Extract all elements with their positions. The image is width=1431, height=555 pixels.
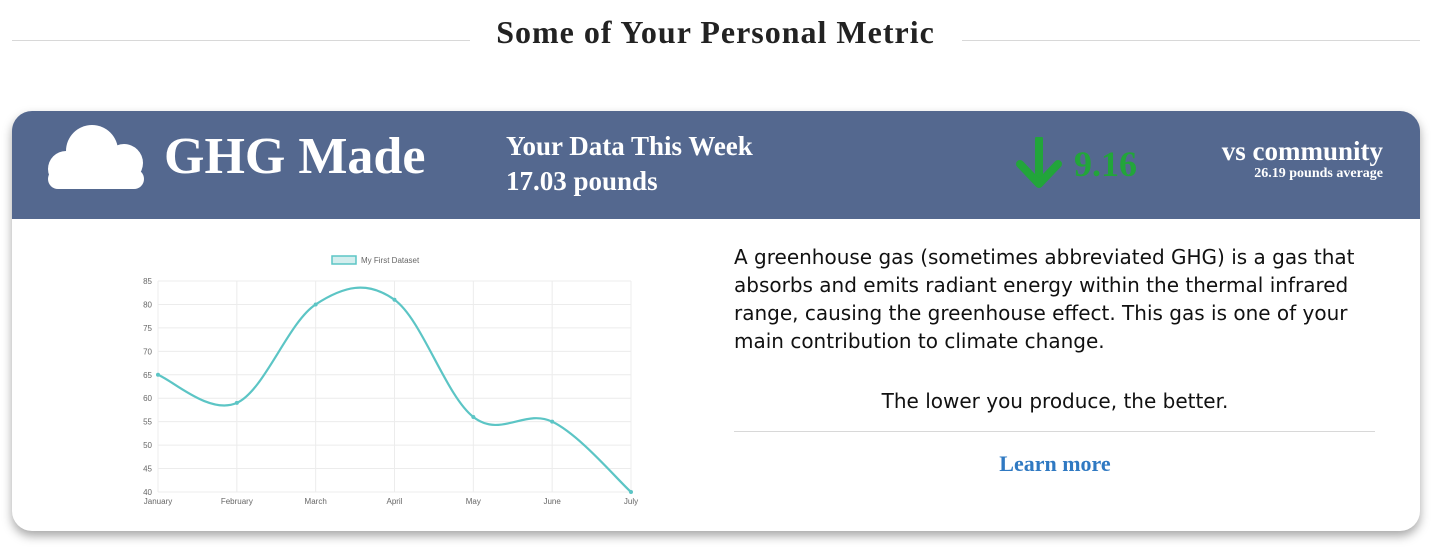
card-header: GHG Made Your Data This Week 17.03 pound… (12, 111, 1420, 219)
y-tick-label: 75 (143, 324, 152, 333)
chart-grid (157, 280, 632, 493)
vs-community-label: vs community (1221, 136, 1383, 166)
series-points (156, 297, 633, 494)
x-tick-label: July (624, 497, 638, 506)
x-tick-label: April (386, 497, 402, 506)
x-axis-ticks: January February March April May June July (144, 497, 638, 506)
weekly-label: Your Data This Week (506, 131, 753, 161)
y-tick-label: 40 (143, 488, 152, 497)
weekly-value: 17.03 pounds (506, 166, 658, 196)
data-point (392, 297, 397, 302)
section-header: Some of Your Personal Metric (0, 0, 1431, 75)
x-tick-label: January (144, 497, 172, 506)
y-tick-label: 55 (143, 418, 152, 427)
community-average: 26.19 pounds average (1254, 166, 1383, 181)
legend-label: My First Dataset (361, 256, 420, 265)
cloud-icon (48, 125, 144, 189)
heading-rule-left (12, 40, 470, 41)
data-point (550, 419, 555, 424)
x-tick-label: February (221, 497, 253, 506)
chart-legend: My First Dataset (331, 255, 420, 265)
y-tick-label: 65 (143, 371, 152, 380)
data-point (313, 302, 318, 307)
y-axis-ticks: 40 45 50 55 60 65 70 75 80 85 (143, 277, 152, 497)
community-comparison: vs community 26.19 pounds average (1222, 137, 1383, 183)
y-tick-label: 45 (143, 465, 152, 474)
tagline: The lower you produce, the better. (881, 389, 1229, 413)
y-tick-label: 70 (143, 347, 152, 356)
y-tick-label: 85 (143, 277, 152, 286)
heading-rule-right (962, 40, 1420, 41)
y-tick-label: 80 (143, 300, 152, 309)
legend-swatch (331, 255, 357, 265)
weekly-data: Your Data This Week 17.03 pounds (506, 129, 753, 199)
data-point (629, 490, 633, 494)
metric-title: GHG Made (164, 128, 426, 185)
y-tick-label: 50 (143, 441, 152, 450)
x-tick-label: June (543, 497, 561, 506)
divider (734, 431, 1375, 432)
section-title: Some of Your Personal Metric (496, 14, 935, 50)
learn-more-link[interactable]: Learn more (999, 451, 1111, 476)
x-tick-label: March (305, 497, 327, 506)
line-chart: My First Dataset 40 45 50 55 60 65 70 75 80 85 Ja… (143, 255, 638, 506)
y-tick-label: 60 (143, 394, 152, 403)
x-tick-label: May (466, 497, 481, 506)
data-point (471, 414, 476, 419)
metric-card: GHG Made Your Data This Week 17.03 pound… (12, 111, 1420, 531)
arrow-down-icon (1016, 137, 1062, 188)
difference-value: 9.16 (1074, 144, 1137, 184)
data-point (234, 400, 239, 405)
description: A greenhouse gas (sometimes abbreviated … (734, 245, 1355, 353)
data-point (156, 372, 160, 377)
